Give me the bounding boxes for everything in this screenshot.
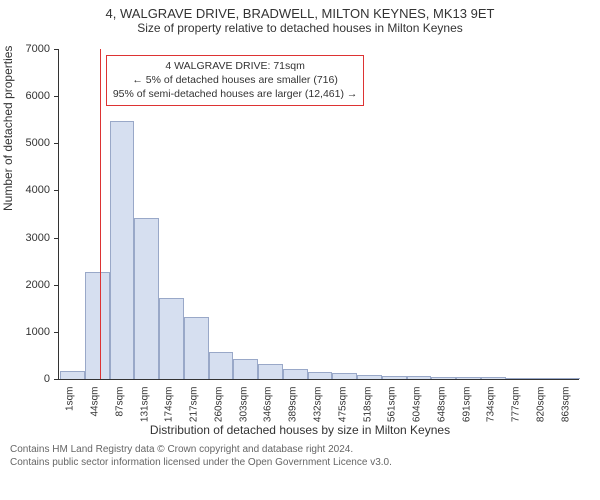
chart-title: 4, WALGRAVE DRIVE, BRADWELL, MILTON KEYN… — [0, 0, 600, 21]
histogram-bar — [283, 369, 308, 379]
histogram-bar — [506, 378, 531, 379]
histogram-bar — [332, 373, 357, 379]
footer-line2: Contains public sector information licen… — [10, 456, 590, 469]
annotation-line3: 95% of semi-detached houses are larger (… — [113, 87, 358, 101]
chart-area: Number of detached properties 4 WALGRAVE… — [0, 39, 600, 439]
histogram-bar — [456, 377, 481, 379]
histogram-bar — [60, 371, 85, 379]
histogram-bar — [85, 272, 110, 379]
y-tick-label: 0 — [0, 373, 50, 385]
y-tick-mark — [54, 96, 58, 97]
y-tick-label: 7000 — [0, 43, 50, 55]
y-tick-label: 6000 — [0, 90, 50, 102]
histogram-bar — [481, 377, 506, 379]
annotation-box: 4 WALGRAVE DRIVE: 71sqm ← 5% of detached… — [106, 55, 365, 106]
y-tick-mark — [54, 143, 58, 144]
histogram-bar — [530, 378, 555, 379]
y-tick-label: 4000 — [0, 184, 50, 196]
y-tick-mark — [54, 190, 58, 191]
histogram-bar — [258, 364, 283, 379]
footer-line1: Contains HM Land Registry data © Crown c… — [10, 443, 590, 456]
histogram-bar — [382, 376, 407, 379]
histogram-bar — [555, 378, 580, 379]
histogram-bar — [407, 376, 432, 379]
histogram-bar — [431, 377, 456, 379]
annotation-line2: ← 5% of detached houses are smaller (716… — [113, 73, 358, 87]
y-tick-mark — [54, 285, 58, 286]
y-tick-mark — [54, 238, 58, 239]
histogram-bar — [134, 218, 159, 379]
histogram-bar — [159, 298, 184, 379]
histogram-bar — [209, 352, 234, 379]
histogram-bar — [110, 121, 135, 379]
y-tick-mark — [54, 332, 58, 333]
chart-subtitle: Size of property relative to detached ho… — [0, 21, 600, 39]
annotation-line1: 4 WALGRAVE DRIVE: 71sqm — [113, 59, 358, 73]
histogram-bar — [357, 375, 382, 379]
y-tick-label: 5000 — [0, 137, 50, 149]
y-tick-mark — [54, 379, 58, 380]
histogram-bar — [233, 359, 258, 379]
plot-area: 4 WALGRAVE DRIVE: 71sqm ← 5% of detached… — [58, 49, 579, 380]
x-axis-label: Distribution of detached houses by size … — [0, 423, 600, 437]
y-tick-mark — [54, 49, 58, 50]
y-tick-label: 3000 — [0, 232, 50, 244]
footer-text: Contains HM Land Registry data © Crown c… — [0, 439, 600, 469]
y-tick-label: 1000 — [0, 326, 50, 338]
histogram-bar — [184, 317, 209, 379]
y-tick-label: 2000 — [0, 279, 50, 291]
histogram-bar — [308, 372, 333, 379]
marker-line — [100, 49, 101, 379]
